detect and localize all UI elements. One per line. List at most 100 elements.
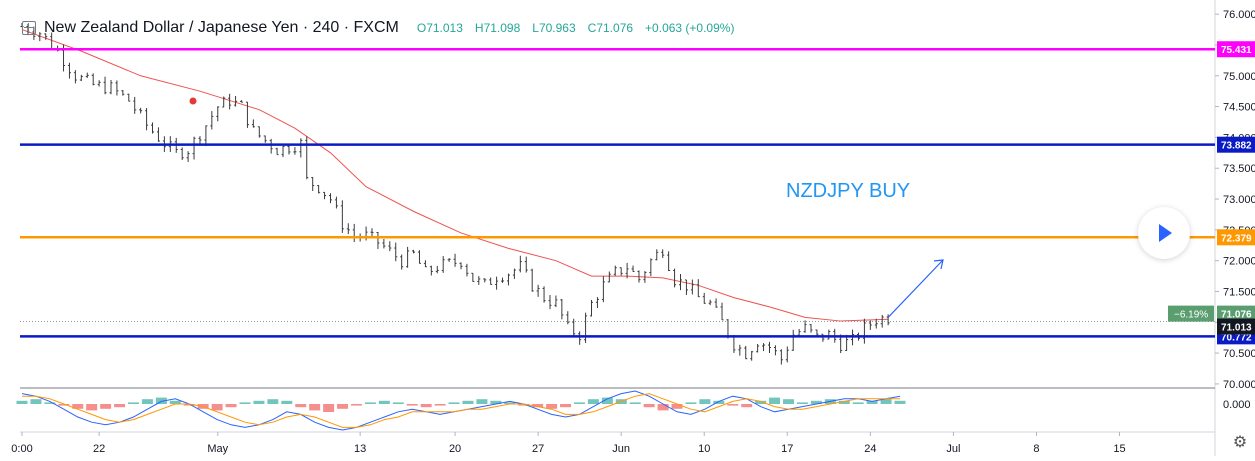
histogram-bar xyxy=(337,404,349,409)
histogram-bar xyxy=(490,400,502,404)
histogram-bar xyxy=(504,402,516,404)
histogram-bar xyxy=(546,404,558,409)
y-tick-label: 73.500 xyxy=(1223,163,1255,175)
histogram-bar xyxy=(643,404,655,408)
histogram-bar xyxy=(253,400,265,404)
level-price-label: 73.882 xyxy=(1221,141,1252,152)
histogram-bar xyxy=(58,404,70,406)
change-value: +0.063 (+0.09%) xyxy=(645,21,735,35)
histogram-bar xyxy=(462,400,474,404)
histogram-bar xyxy=(378,400,390,404)
x-tick-label: 0:00 xyxy=(11,443,32,455)
histogram-bar xyxy=(211,404,223,411)
histogram-bar xyxy=(671,404,683,409)
histogram-bar xyxy=(783,399,794,404)
histogram-bar xyxy=(796,402,808,404)
symbol-title[interactable]: New Zealand Dollar / Japanese Yen · 240 … xyxy=(44,19,399,36)
histogram-bar xyxy=(769,397,781,404)
histogram-bar xyxy=(183,404,195,406)
moving-average-line xyxy=(21,29,889,322)
price-tag xyxy=(1217,318,1255,335)
histogram-bar xyxy=(601,397,613,404)
histogram-bar xyxy=(741,404,753,408)
x-tick-label: 10 xyxy=(698,443,710,455)
y-tick-label: 73.000 xyxy=(1223,194,1255,206)
signal-dot xyxy=(189,97,197,105)
histogram-bar xyxy=(838,400,850,404)
x-tick-label: 22 xyxy=(93,443,105,455)
x-tick-label: 20 xyxy=(449,443,461,455)
x-tick-label: 15 xyxy=(1113,443,1125,455)
histogram-bar xyxy=(685,402,697,404)
histogram-bar xyxy=(392,402,404,404)
expand-icon[interactable] xyxy=(22,21,36,35)
y-tick-label: 72.000 xyxy=(1223,256,1255,268)
change-badge-label: −6.19% xyxy=(1174,310,1208,321)
histogram-bar xyxy=(281,400,293,404)
price-tag-label: 71.013 xyxy=(1221,322,1252,333)
histogram-bar xyxy=(629,402,641,404)
histogram-bar xyxy=(406,404,418,406)
histogram-bar xyxy=(128,402,139,404)
x-tick-label: Jun xyxy=(612,443,630,455)
histogram-bar xyxy=(713,400,725,404)
histogram-bar xyxy=(518,404,530,406)
histogram-bar xyxy=(16,400,28,404)
x-tick-label: 8 xyxy=(1033,443,1039,455)
histogram-bar xyxy=(86,404,98,411)
histogram-bar xyxy=(587,399,599,404)
close-value: C71.076 xyxy=(587,21,634,35)
x-tick-label: May xyxy=(207,443,228,455)
oscillator-zero-label: 0.000 xyxy=(1223,399,1251,411)
histogram-bar xyxy=(364,402,376,404)
histogram-bar xyxy=(755,400,767,404)
histogram-bar xyxy=(699,399,711,404)
histogram-bar xyxy=(225,404,237,408)
histogram-bar xyxy=(852,402,864,404)
buy-arrow xyxy=(887,259,944,318)
y-tick-label: 75.000 xyxy=(1223,71,1255,83)
x-tick-label: 13 xyxy=(354,443,366,455)
x-tick-label: Jul xyxy=(946,443,960,455)
price-tag-label: 71.076 xyxy=(1221,310,1252,321)
histogram-bar xyxy=(573,402,585,404)
histogram-bar xyxy=(866,400,878,404)
histogram-bar xyxy=(44,402,56,404)
level-price-label: 75.431 xyxy=(1221,45,1252,56)
histogram-bar xyxy=(448,402,460,404)
histogram-bar xyxy=(880,399,892,404)
buy-annotation: NZDJPY BUY xyxy=(786,180,910,202)
histogram-bar xyxy=(100,404,112,409)
chart-header: New Zealand Dollar / Japanese Yen · 240 … xyxy=(22,14,746,42)
histogram-bar xyxy=(532,404,544,408)
histogram-bar xyxy=(169,400,181,404)
high-value: H71.098 xyxy=(474,21,521,35)
histogram-bar xyxy=(727,404,739,406)
histogram-bar xyxy=(309,404,321,411)
level-price-label: 70.772 xyxy=(1221,332,1252,343)
histogram-bar xyxy=(155,397,167,404)
histogram-bar xyxy=(350,404,362,406)
histogram-bar xyxy=(267,399,279,404)
buy-arrow-head xyxy=(933,259,944,270)
histogram-bar xyxy=(420,404,432,408)
histogram-bar xyxy=(295,404,307,408)
gear-icon[interactable]: ⚙ xyxy=(1232,434,1248,451)
histogram-bar xyxy=(810,400,822,404)
level-price-tag xyxy=(1217,136,1255,153)
histogram-bar xyxy=(72,404,84,409)
histogram-bar xyxy=(239,402,251,404)
level-price-tag xyxy=(1217,41,1255,58)
y-tick-label: 71.500 xyxy=(1223,286,1255,298)
level-price-label: 72.379 xyxy=(1221,233,1252,244)
histogram-bar xyxy=(560,404,572,408)
x-tick-label: 24 xyxy=(864,443,876,455)
level-price-tag xyxy=(1217,229,1255,246)
change-badge xyxy=(1168,305,1214,322)
price-tag xyxy=(1217,305,1255,322)
y-tick-label: 70.000 xyxy=(1223,379,1255,391)
play-button[interactable] xyxy=(1138,207,1190,259)
histogram-bar xyxy=(30,399,42,404)
